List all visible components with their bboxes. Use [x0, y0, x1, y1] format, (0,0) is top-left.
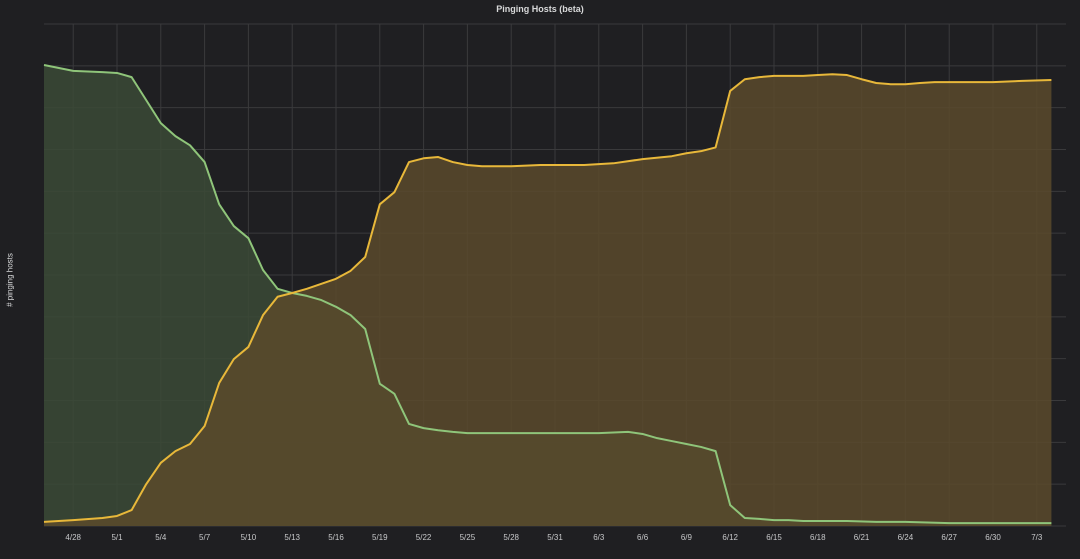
chart-title: Pinging Hosts (beta)	[496, 4, 584, 14]
x-tick-label: 5/7	[199, 533, 211, 542]
series-areas	[44, 64, 1052, 526]
x-tick-label: 5/13	[284, 533, 300, 542]
x-tick-label: 6/15	[766, 533, 782, 542]
x-tick-label: 6/24	[898, 533, 914, 542]
x-tick-label: 5/19	[372, 533, 388, 542]
x-tick-label: 6/3	[593, 533, 605, 542]
x-tick-label: 6/12	[722, 533, 738, 542]
x-tick-label: 5/10	[241, 533, 257, 542]
x-tick-label: 5/1	[111, 533, 123, 542]
x-tick-label: 4/28	[65, 533, 81, 542]
x-tick-label: 6/6	[637, 533, 649, 542]
x-tick-label: 6/30	[985, 533, 1001, 542]
x-tick-label: 5/16	[328, 533, 344, 542]
x-tick-label: 6/27	[941, 533, 957, 542]
x-axis-ticks: 4/28 5/1 5/4 5/7 5/10 5/13 5/16 5/19 5/22 5/25 5/2…	[65, 533, 1042, 542]
series-lines	[43, 64, 1052, 525]
line-yellow[interactable]	[43, 73, 1052, 523]
line-green[interactable]	[43, 64, 1052, 525]
x-tick-label: 5/31	[547, 533, 563, 542]
x-tick-label: 6/9	[681, 533, 693, 542]
x-tick-label: 5/25	[460, 533, 476, 542]
x-tick-label: 6/18	[810, 533, 826, 542]
x-tick-label: 6/21	[854, 533, 870, 542]
x-tick-label: 7/3	[1031, 533, 1043, 542]
area-yellow	[44, 74, 1052, 526]
x-tick-label: 5/28	[503, 533, 519, 542]
x-tick-label: 5/4	[155, 533, 167, 542]
x-tick-label: 5/22	[416, 533, 432, 542]
